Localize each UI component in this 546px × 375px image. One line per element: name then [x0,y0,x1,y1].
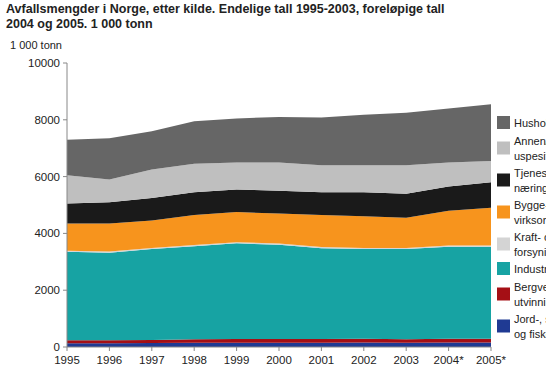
legend-label: Tjenesteytende næringer [514,167,546,194]
legend-line: Industri [514,263,546,275]
x-tick [321,347,322,351]
y-tick [63,63,67,64]
x-tick [109,347,110,351]
y-tick-label: 4000 [34,227,60,239]
legend-label: Industri [514,263,546,275]
legend-line: Bygge- og anleggs- [514,199,546,211]
legend-line: og fiske [514,328,546,340]
legend-label: Bygge- og anleggs-virksomhet [514,199,546,226]
x-tick-label: 2001 [309,354,335,366]
legend-swatch [497,238,510,251]
area [67,243,491,340]
area [67,104,491,179]
legend-line: Husholdninger [514,117,546,129]
legend-label: Kraft- og vann-forsyning [514,231,546,258]
x-tick-label: 1997 [139,354,165,366]
y-tick-label: 8000 [34,114,60,126]
y-tick [63,290,67,291]
y-tick-label: 10000 [28,57,60,69]
legend-swatch [497,320,510,333]
legend-swatch [497,262,510,275]
legend-swatch [497,174,510,187]
legend-line: Tjenesteytende [514,167,546,179]
y-axis [67,63,68,347]
y-tick [63,347,67,348]
legend-label: Husholdninger [514,117,546,129]
legend-line: uspesifisert kilde [514,150,546,162]
x-tick [363,347,364,351]
plot-area [67,104,491,347]
x-tick-label: 2002 [351,354,377,366]
x-tick-label: 2003 [393,354,419,366]
legend-swatch [497,288,510,301]
legend-line: næringer [514,182,546,194]
y-tick [63,233,67,234]
x-tick [151,347,152,351]
y-label: 1 000 tonn [10,39,62,51]
legend-swatch [497,206,510,219]
x-tick-label: 2000 [266,354,292,366]
legend-swatch [497,142,510,155]
x-tick-label: 1998 [181,354,207,366]
x-tick-label: 2004* [434,354,465,366]
chart: Avfallsmengder i Norge, etter kilde. End… [0,0,546,375]
x-tick [194,347,195,351]
legend-line: Bergverk og [514,281,546,293]
x-tick [236,347,237,351]
legend-line: Jord-, skogbruk [514,313,546,325]
y-tick-label: 6000 [34,171,60,183]
y-tick [63,176,67,177]
x-tick [279,347,280,351]
x-tick-label: 1995 [54,354,80,366]
legend-swatch [497,116,510,129]
legend-label: Jord-, skogbruk og fiske [514,313,546,340]
x-tick [406,347,407,351]
legend-line: utvinning [514,296,546,308]
legend-line: Kraft- og vann- [514,231,546,243]
x-tick-label: 2005* [476,354,507,366]
x-tick-label: 1996 [97,354,123,366]
y-tick-label: 0 [54,341,60,353]
x-tick [67,347,68,351]
x-tick-label: 1999 [224,354,250,366]
title-line: Avfallsmengder i Norge, etter kilde. End… [6,2,445,16]
x-tick [491,347,492,351]
legend-label: Annen/uspesifisert kilde [514,135,546,162]
legend-line: forsyning [514,246,546,258]
legend-label: Bergverk og utvinning [514,281,546,308]
y-tick-label: 2000 [34,284,60,296]
title: Avfallsmengder i Norge, etter kilde. End… [6,2,445,31]
legend-line: Annen/ [514,135,546,147]
legend-line: virksomhet [514,214,546,226]
y-tick [63,119,67,120]
x-tick [448,347,449,351]
title-line: 2004 og 2005. 1 000 tonn [6,17,153,31]
